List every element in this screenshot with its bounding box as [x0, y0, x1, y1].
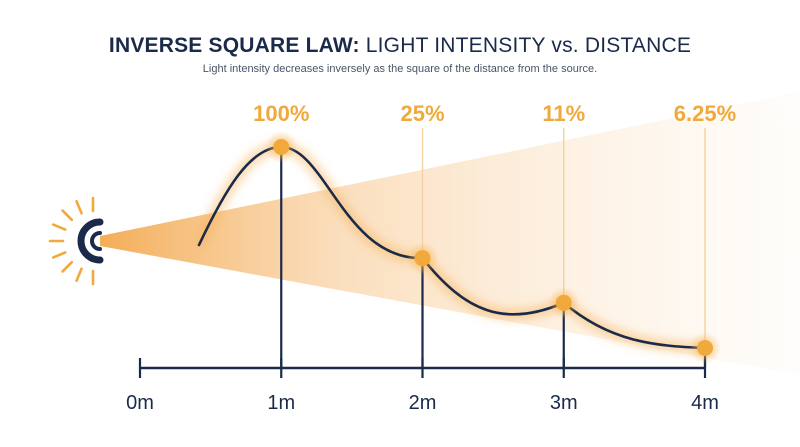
data-label: 100%	[253, 101, 309, 126]
x-tick-label: 3m	[550, 392, 578, 414]
x-tick-label: 4m	[691, 392, 719, 414]
data-points: 100% 25% 11% 6.25%	[253, 101, 736, 364]
data-label: 6.25%	[674, 101, 736, 126]
light-source-icon	[48, 196, 104, 286]
data-label: 11%	[542, 101, 585, 126]
title-light: LIGHT INTENSITY vs. DISTANCE	[365, 34, 692, 57]
data-point	[697, 340, 713, 356]
page-title: INVERSE SQUARE LAW: LIGHT INTENSITY vs. …	[0, 34, 800, 58]
data-point	[273, 139, 290, 155]
data-point	[555, 294, 572, 311]
x-axis-ticks: 0m 1m 2m 3m 4m	[126, 358, 719, 414]
x-tick-label: 1m	[267, 392, 295, 414]
page-subtitle: Light intensity decreases inversely as t…	[202, 63, 598, 75]
guide-lines	[280, 128, 707, 368]
title-bold: INVERSE SQUARE LAW:	[108, 34, 360, 57]
x-tick-label: 2m	[409, 392, 437, 414]
data-label: 25%	[400, 101, 444, 126]
light-beam	[100, 92, 800, 375]
data-point	[414, 250, 431, 267]
x-tick-label: 0m	[126, 392, 154, 414]
